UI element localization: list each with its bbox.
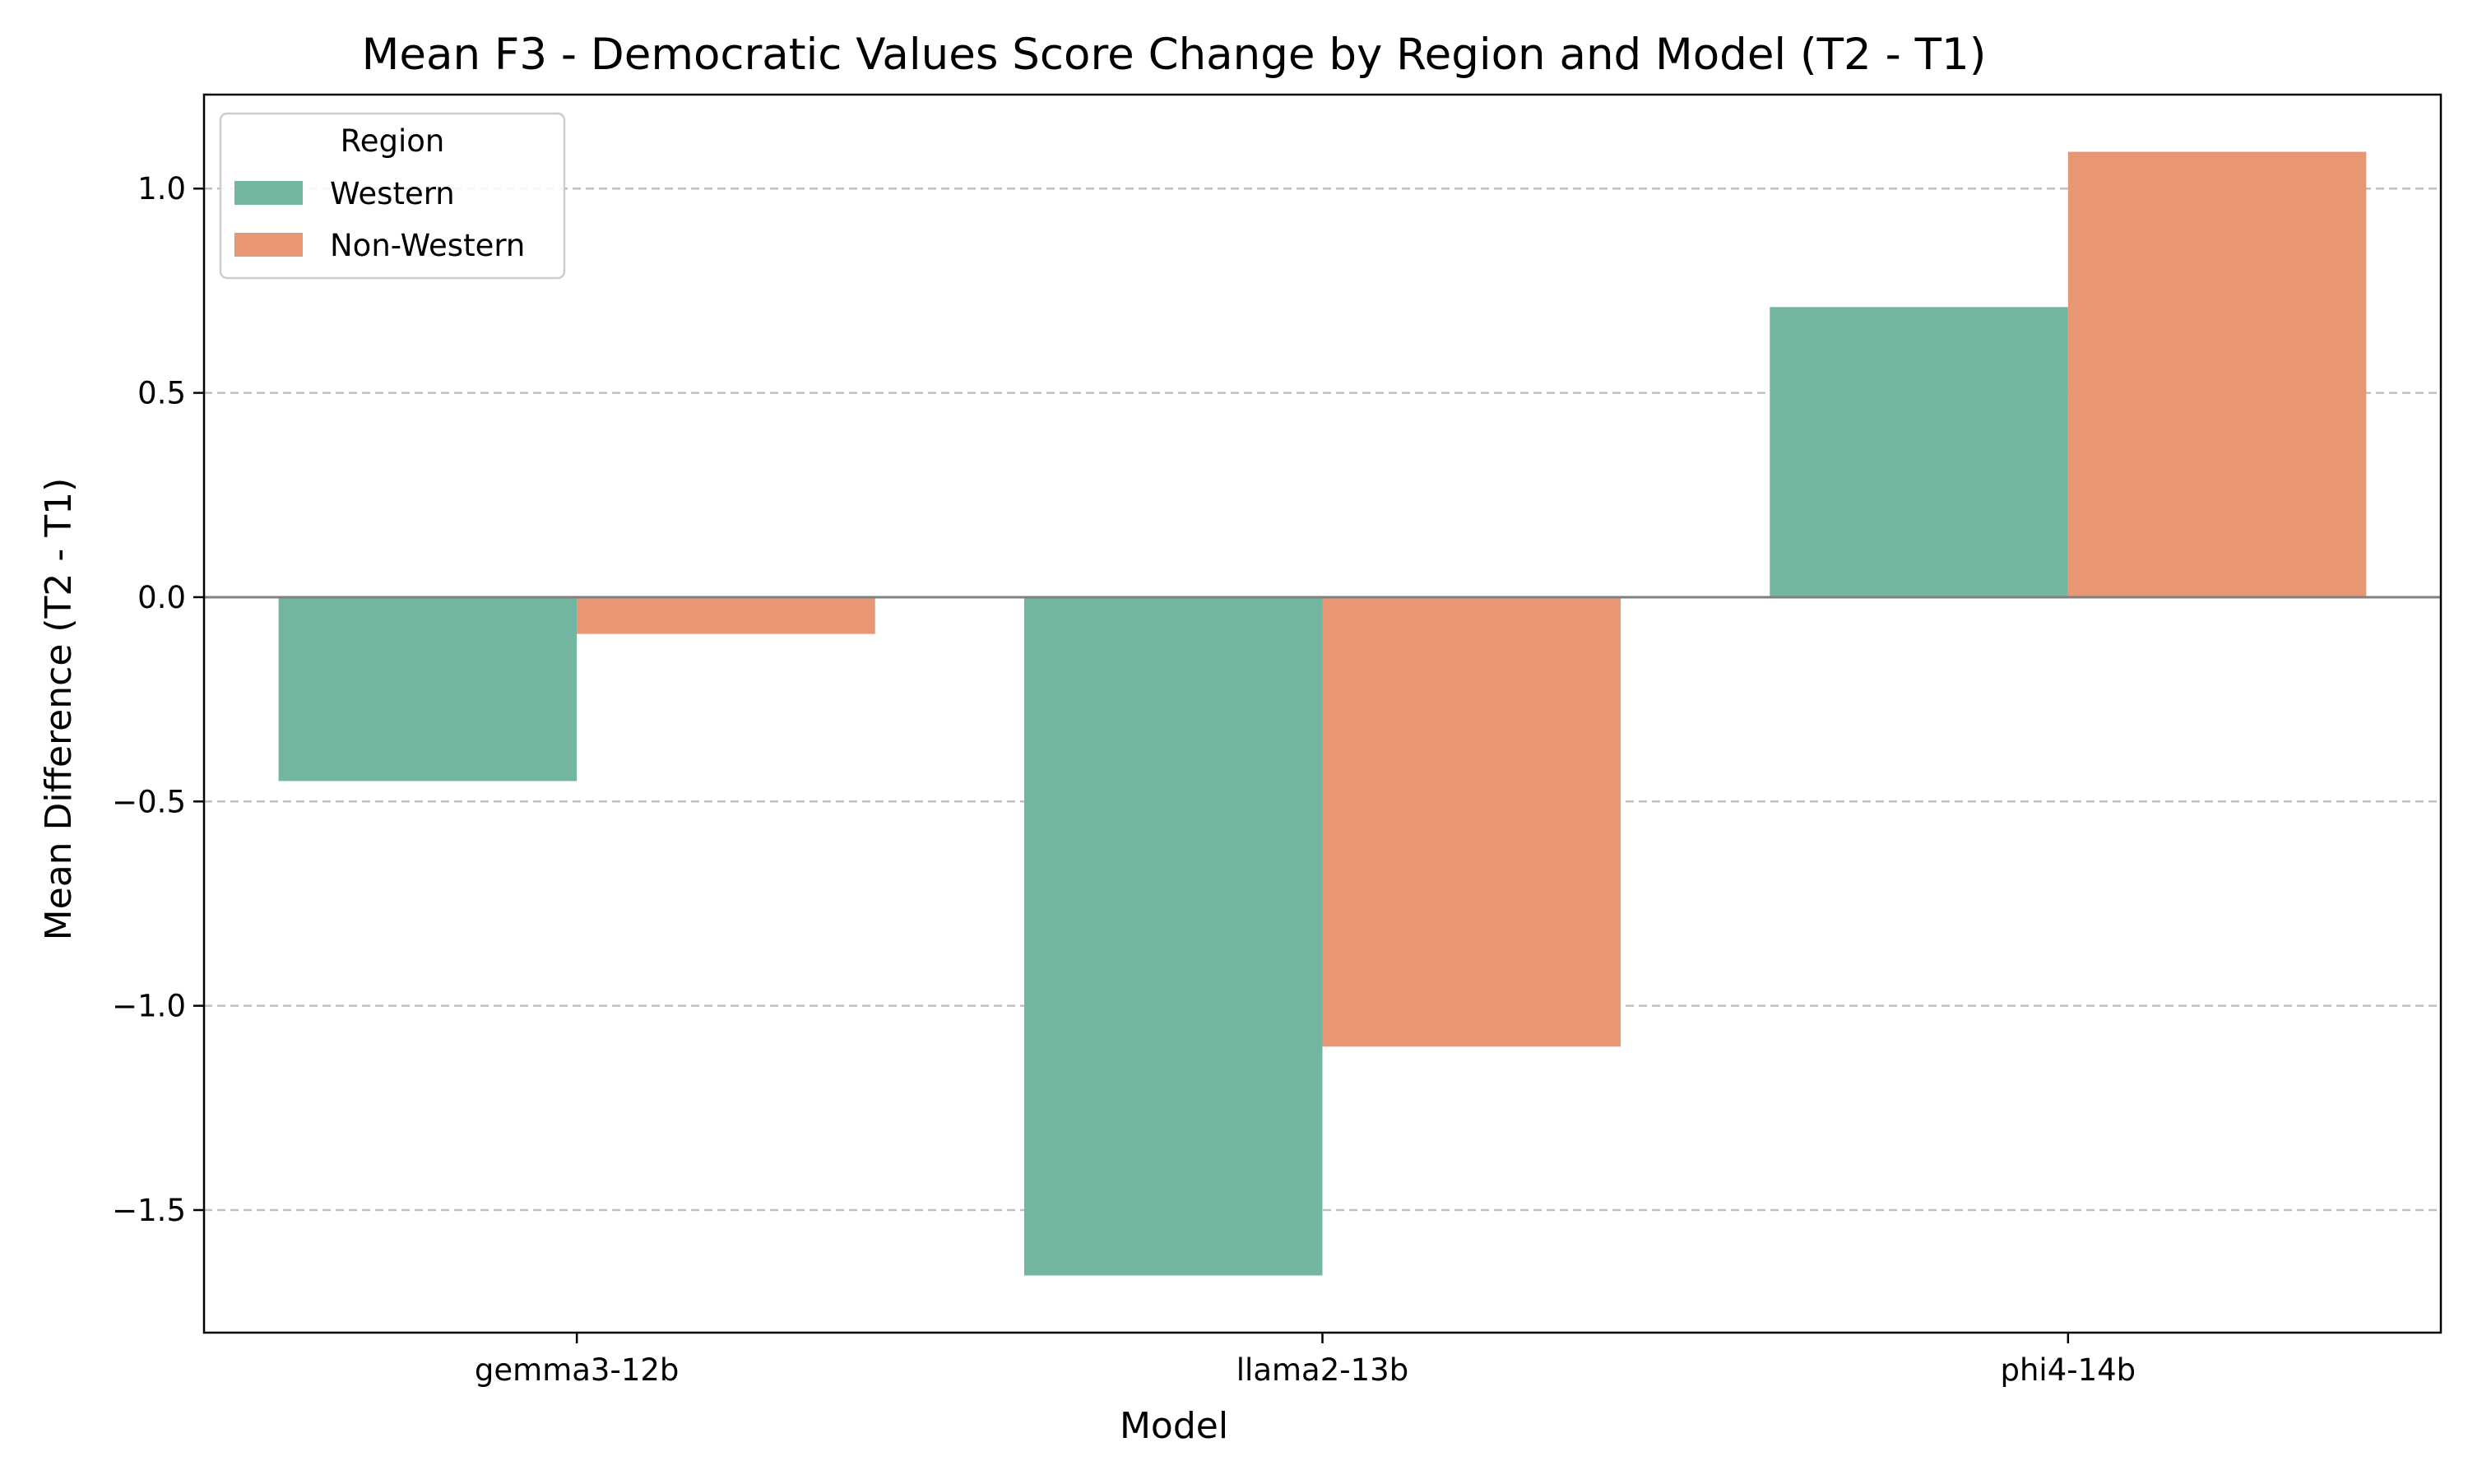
y-tick-label: −1.5 [112, 1193, 186, 1228]
legend-label-non-western: Non-Western [330, 228, 525, 263]
x-tick-label: llama2-13b [1236, 1352, 1408, 1388]
y-axis-label: Mean Difference (T2 - T1) [38, 478, 80, 941]
bar-non-western-llama2-13b [1322, 596, 1621, 1047]
legend: Region Western Non-Western [219, 112, 566, 280]
bar-western-gemma3-12b [278, 596, 578, 781]
x-axis-label: Model [1120, 1405, 1228, 1447]
bar-western-llama2-13b [1023, 596, 1323, 1276]
chart-title: Mean F3 - Democratic Values Score Change… [362, 30, 1987, 80]
y-tick-label: −0.5 [112, 784, 186, 819]
y-tick-label: −1.0 [112, 989, 186, 1024]
legend-swatch-non-western [234, 233, 303, 257]
x-tick-label: gemma3-12b [475, 1352, 679, 1388]
y-axis: −1.5 −1.0 −0.5 0.0 0.5 1.0 [112, 171, 204, 1228]
x-tick-label: phi4-14b [2000, 1352, 2136, 1388]
x-axis: gemma3-12b llama2-13b phi4-14b [475, 1333, 2136, 1388]
y-tick-label: 1.0 [137, 171, 186, 206]
bar-non-western-gemma3-12b [577, 596, 875, 634]
legend-title: Region [341, 123, 445, 159]
legend-box [219, 112, 566, 280]
legend-swatch-western [234, 181, 303, 205]
legend-label-western: Western [330, 176, 455, 211]
bar-non-western-phi4-14b [2067, 151, 2367, 597]
bar-western-phi4-14b [1770, 307, 2068, 597]
y-tick-label: 0.0 [137, 580, 186, 615]
y-tick-label: 0.5 [137, 376, 186, 411]
bars [278, 151, 2367, 1276]
